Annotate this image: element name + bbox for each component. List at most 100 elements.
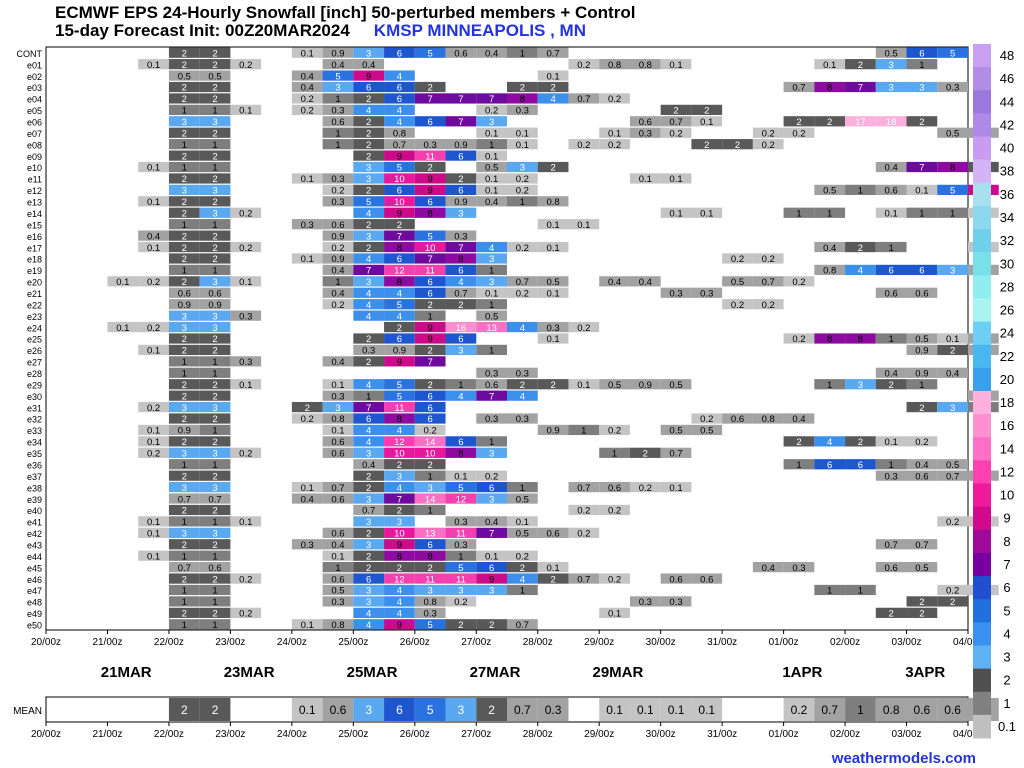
heat-cell — [322, 93, 354, 104]
legend-label: 6 — [1003, 580, 1010, 595]
cell-value: 1 — [520, 197, 525, 208]
heat-cell — [168, 70, 200, 81]
heat-cell — [599, 447, 630, 458]
cell-value: 1 — [489, 266, 494, 277]
cell-value: 9 — [366, 71, 371, 82]
cell-value: 3 — [212, 449, 217, 460]
heat-cell — [906, 459, 938, 470]
cell-value: 0.5 — [700, 426, 713, 437]
chart-title: ECMWF EPS 24-Hourly Snowfall [inch] 50-p… — [55, 3, 636, 22]
heat-cell — [814, 264, 846, 276]
heat-cell — [445, 47, 477, 58]
cell-value: 0.1 — [239, 106, 252, 117]
heat-cell — [199, 276, 231, 287]
cell-value: 0.7 — [178, 563, 191, 574]
heat-cell — [906, 607, 938, 618]
heat-cell — [875, 116, 907, 127]
cell-value: 2 — [212, 174, 217, 185]
cell-value: 1 — [950, 208, 955, 219]
heat-cell — [476, 321, 507, 333]
cell-value: 0.1 — [331, 426, 344, 437]
cell-value: 0.7 — [516, 620, 529, 631]
heat-cell — [875, 379, 907, 390]
member-label: e02 — [27, 72, 42, 82]
cell-value: 3 — [366, 48, 371, 59]
cell-value: 4 — [366, 437, 371, 448]
heat-cell — [445, 276, 477, 287]
heat-cell — [353, 390, 385, 401]
cell-value: 1 — [182, 517, 187, 528]
heat-cell — [353, 219, 385, 230]
heat-cell — [384, 161, 415, 173]
cell-value: 0.2 — [946, 586, 959, 597]
cell-value: 7 — [489, 391, 494, 402]
cell-value: 2 — [366, 186, 371, 197]
legend-swatch — [973, 275, 991, 299]
heat-cell — [322, 264, 354, 276]
heat-cell — [476, 150, 507, 161]
heat-cell — [814, 584, 846, 596]
heat-cell — [199, 344, 231, 356]
heat-cell — [107, 321, 139, 333]
heat-cell — [322, 173, 354, 184]
cell-value: 2 — [182, 243, 187, 254]
cell-value: 4 — [366, 380, 371, 391]
date-label: 3APR — [905, 664, 945, 681]
heat-cell — [168, 447, 200, 458]
heat-cell — [168, 161, 200, 173]
heat-cell — [414, 539, 446, 550]
heat-cell — [353, 379, 385, 390]
cell-value: 1 — [827, 380, 832, 391]
heat-cell — [783, 413, 815, 424]
cell-value: 0.4 — [301, 71, 314, 82]
heat-cell — [168, 562, 200, 573]
heat-cell — [384, 321, 415, 333]
heat-cell — [414, 299, 446, 310]
cell-value: 0.2 — [147, 449, 160, 460]
cell-value: 9 — [489, 574, 494, 585]
heat-cell — [845, 116, 876, 127]
cell-value: 0.4 — [331, 266, 344, 277]
heat-cell — [322, 299, 354, 310]
heat-cell — [414, 562, 446, 573]
cell-value: 0.1 — [885, 208, 898, 219]
cell-value: 3 — [335, 83, 340, 94]
cell-value: 2 — [212, 128, 217, 139]
cell-value: 4 — [397, 597, 402, 608]
heat-cell — [199, 493, 231, 504]
heat-cell — [414, 173, 446, 184]
heat-cell — [629, 481, 661, 493]
heat-cell — [814, 459, 846, 470]
cell-value: 3 — [889, 60, 894, 71]
cell-value: 2 — [212, 254, 217, 265]
heat-cell — [599, 481, 630, 493]
legend-label: 3 — [1003, 650, 1010, 665]
date-label: 29MAR — [593, 664, 644, 681]
heat-cell — [507, 184, 538, 196]
member-label: e23 — [27, 312, 42, 322]
cell-value: 0.4 — [485, 48, 498, 59]
heat-cell — [476, 287, 507, 298]
mean-cell — [906, 698, 938, 721]
heat-cell — [168, 93, 200, 104]
cell-value: 0.5 — [516, 494, 529, 505]
cell-value: 7 — [397, 231, 402, 242]
heat-cell — [537, 161, 569, 173]
cell-value: 0.3 — [885, 471, 898, 482]
heat-cell — [937, 264, 968, 276]
cell-value: 0.2 — [239, 574, 252, 585]
member-label: e37 — [27, 472, 42, 482]
heat-cell — [353, 356, 385, 367]
heat-cell — [476, 184, 507, 196]
site-credit[interactable]: weathermodels.com — [831, 750, 976, 767]
heat-cell — [599, 573, 630, 584]
heat-cell — [414, 619, 446, 630]
heat-cell — [906, 596, 938, 607]
heat-cell — [138, 230, 169, 241]
heat-cell — [353, 116, 385, 127]
heat-cell — [476, 619, 507, 630]
heat-cell — [414, 527, 446, 538]
member-label: e05 — [27, 106, 42, 116]
heat-cell — [384, 70, 415, 81]
cell-value: 0.5 — [823, 186, 836, 197]
